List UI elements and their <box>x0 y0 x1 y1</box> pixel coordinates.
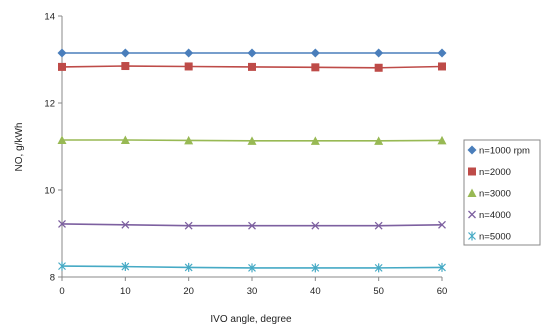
y-tick-label: 12 <box>44 99 55 110</box>
x-axis: 0 10 20 30 40 50 60 <box>59 276 448 297</box>
data-point <box>121 262 130 272</box>
legend-marker <box>468 210 476 219</box>
legend-marker <box>467 145 477 155</box>
data-point <box>438 62 446 71</box>
data-point <box>57 48 67 58</box>
y-axis: 8 10 12 14 <box>44 12 63 284</box>
data-point <box>248 263 256 273</box>
data-point <box>311 263 320 273</box>
data-point <box>184 62 193 71</box>
x-tick-label: 10 <box>120 286 131 297</box>
x-tick-label: 50 <box>373 286 384 297</box>
data-point <box>184 135 194 145</box>
series-5 <box>58 261 446 273</box>
data-point <box>184 262 193 272</box>
legend-label: n=3000 <box>479 189 511 200</box>
data-point <box>121 62 130 71</box>
y-axis-label: NO, g/kWh <box>14 123 25 172</box>
data-point <box>184 221 193 230</box>
data-point <box>248 221 256 230</box>
data-point <box>58 261 66 271</box>
data-point <box>374 48 384 58</box>
legend: n=1000 rpm n=2000 n=3000 n=4000 n=5000 <box>463 139 541 246</box>
series-4 <box>58 219 446 230</box>
data-point <box>120 48 130 58</box>
x-tick-label: 60 <box>437 286 448 297</box>
data-point <box>437 48 447 58</box>
series-1 <box>57 48 447 58</box>
legend-item: n=3000 <box>467 188 511 200</box>
data-point <box>311 221 320 230</box>
x-tick-label: 0 <box>59 286 64 297</box>
legend-item: n=4000 <box>468 210 511 221</box>
legend-label: n=4000 <box>479 210 511 221</box>
x-axis-label: IVO angle, degree <box>210 314 292 324</box>
data-point <box>121 220 130 229</box>
x-tick-label: 30 <box>247 286 258 297</box>
y-tick-label: 14 <box>44 12 55 23</box>
legend-label: n=5000 <box>479 232 511 243</box>
series-3 <box>57 135 447 145</box>
legend-item: n=1000 rpm <box>467 145 530 157</box>
data-point <box>184 48 194 58</box>
data-point <box>58 219 66 228</box>
legend-label: n=1000 rpm <box>479 146 530 157</box>
legend-marker <box>468 167 476 176</box>
series-2 <box>58 62 446 72</box>
data-point <box>374 263 383 273</box>
legend-label: n=2000 <box>479 167 511 178</box>
data-point <box>310 48 320 58</box>
data-point <box>247 48 257 58</box>
data-point <box>374 136 384 145</box>
data-point <box>374 221 383 230</box>
data-point <box>58 62 66 71</box>
data-point <box>311 63 320 72</box>
data-point <box>120 135 130 144</box>
legend-item: n=2000 <box>468 167 511 178</box>
x-tick-label: 40 <box>310 286 321 297</box>
y-tick-label: 10 <box>44 186 55 197</box>
data-point <box>437 135 447 145</box>
legend-item: n=5000 <box>468 231 511 243</box>
data-point <box>374 63 383 72</box>
data-point <box>438 220 446 229</box>
y-tick-label: 8 <box>50 273 55 284</box>
legend-box <box>463 139 541 246</box>
x-tick-label: 20 <box>183 286 194 297</box>
data-point <box>438 262 446 272</box>
legend-marker <box>468 231 476 241</box>
data-point <box>247 136 257 145</box>
series-layer <box>57 48 447 273</box>
data-point <box>248 62 256 71</box>
data-point <box>57 135 67 144</box>
data-point <box>310 136 320 145</box>
legend-marker <box>467 188 477 197</box>
